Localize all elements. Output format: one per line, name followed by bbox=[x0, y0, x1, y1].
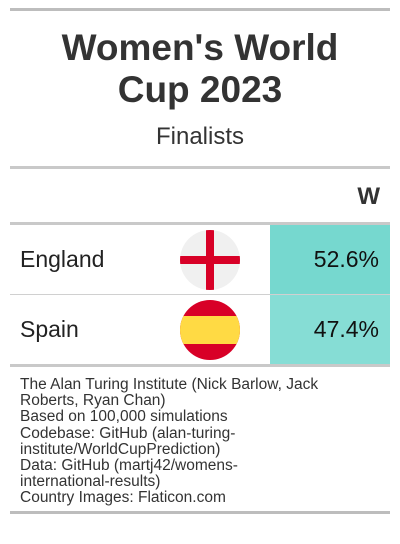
footer-line: institute/WorldCupPrediction) bbox=[20, 440, 221, 458]
table-row: Spain 47.4% bbox=[10, 295, 390, 364]
england-flag-icon bbox=[180, 230, 240, 290]
page-subtitle: Finalists bbox=[155, 123, 245, 150]
win-probability-cell: 47.4% bbox=[270, 295, 390, 364]
table-header: W bbox=[10, 169, 390, 222]
page-title: Women's World Cup 2023 bbox=[10, 27, 390, 111]
win-probability-value: 52.6% bbox=[313, 246, 379, 272]
bottom-rule bbox=[10, 510, 390, 514]
footer-line: Country Images: Flaticon.com bbox=[20, 489, 226, 507]
win-probability-cell: 52.6% bbox=[270, 225, 390, 294]
title-line-1: Women's World bbox=[61, 27, 339, 68]
footer-line: Based on 100,000 simulations bbox=[20, 408, 228, 426]
footer-line: Codebase: GitHub (alan-turing- bbox=[20, 424, 236, 442]
table-row: England 52.6% bbox=[10, 225, 390, 294]
column-header-w: W bbox=[357, 183, 380, 210]
team-name: England bbox=[20, 246, 105, 272]
top-rule bbox=[10, 8, 390, 11]
header-bottom-rule bbox=[10, 222, 390, 225]
row-divider bbox=[10, 294, 390, 295]
footer-line: The Alan Turing Institute (Nick Barlow, … bbox=[20, 376, 319, 393]
team-name: Spain bbox=[20, 316, 79, 342]
footer-line: Data: GitHub (martj42/womens- bbox=[20, 457, 238, 475]
header-top-rule bbox=[10, 166, 390, 169]
results-card: Women's World Cup 2023 Finalists W Engla… bbox=[10, 8, 390, 514]
source-notes: The Alan Turing Institute (Nick Barlow, … bbox=[10, 367, 390, 511]
title-line-2: Cup 2023 bbox=[117, 69, 283, 110]
table-bottom-rule bbox=[10, 364, 390, 367]
footer-line: international-results) bbox=[20, 473, 161, 491]
win-probability-value: 47.4% bbox=[313, 316, 379, 342]
spain-flag-icon bbox=[180, 300, 240, 360]
footer-line: Roberts, Ryan Chan) bbox=[20, 392, 166, 410]
